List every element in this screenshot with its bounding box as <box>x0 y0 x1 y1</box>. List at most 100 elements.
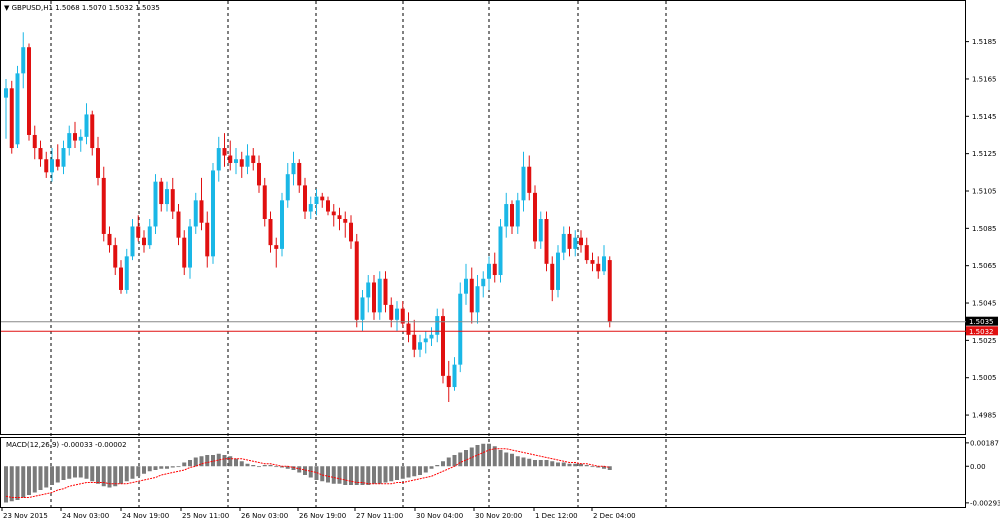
candle <box>142 230 146 253</box>
candle-body <box>412 334 417 350</box>
macd-bar <box>176 466 181 468</box>
candle-body <box>584 245 589 261</box>
time-tick-label: 24 Nov 19:00 <box>122 512 169 520</box>
candle <box>556 245 560 298</box>
time-tick-label: 24 Nov 03:00 <box>62 512 109 520</box>
candle-body <box>67 133 72 149</box>
macd-bar <box>15 466 20 500</box>
candle <box>188 219 192 279</box>
candle-body <box>556 252 560 290</box>
dropdown-triangle-icon[interactable]: ▼ <box>4 4 10 12</box>
macd-bar <box>573 463 578 467</box>
price-tick-label: 1.5165 <box>972 75 997 83</box>
candle-body <box>326 200 330 212</box>
candle-body <box>153 181 158 227</box>
candle-body <box>55 159 60 167</box>
candle <box>84 103 89 145</box>
macd-bar <box>435 465 440 467</box>
candle <box>136 215 141 242</box>
candle-body <box>303 185 307 212</box>
candle <box>320 192 325 208</box>
macd-bar <box>504 452 509 467</box>
macd-bar <box>245 463 250 467</box>
candle-body <box>44 159 49 173</box>
candle-body <box>360 297 365 320</box>
candle <box>245 144 250 175</box>
macd-bar <box>38 466 43 490</box>
candle <box>429 327 434 346</box>
macd-bar <box>481 443 486 467</box>
macd-bar <box>159 466 164 469</box>
candle-body <box>533 192 537 242</box>
candle <box>521 151 526 212</box>
macd-bar <box>452 455 457 467</box>
candle-body <box>343 219 348 223</box>
macd-bar <box>320 466 325 482</box>
candle <box>423 331 428 354</box>
candle <box>544 211 549 272</box>
candle <box>406 312 411 343</box>
candle <box>498 219 503 283</box>
candle-body <box>504 204 509 227</box>
candle-body <box>257 162 261 186</box>
time-tick-label: 2 Dec 04:00 <box>593 512 636 520</box>
macd-bar <box>590 466 595 468</box>
macd-bar <box>510 453 514 467</box>
candle-body <box>188 226 192 268</box>
macd-bar <box>251 465 256 467</box>
macd-tick-label: -0.00293 <box>970 499 1000 507</box>
bid-price-label: 1.5035 <box>969 318 994 326</box>
candle-body <box>268 219 273 246</box>
candle <box>199 177 204 231</box>
candle <box>9 80 14 154</box>
price-tick-label: 1.5125 <box>972 150 997 158</box>
candle-body <box>550 263 555 290</box>
macd-bar <box>262 465 267 467</box>
macd-bar <box>96 466 100 484</box>
candle <box>395 301 399 332</box>
time-tick-label: 30 Nov 04:00 <box>416 512 463 520</box>
candle <box>15 65 20 149</box>
candle-body <box>492 263 497 276</box>
candle <box>4 78 8 139</box>
macd-bar <box>280 466 284 468</box>
candle <box>211 162 215 264</box>
candle-body <box>354 241 359 320</box>
macd-bar <box>469 447 474 467</box>
candle <box>584 237 589 264</box>
macd-bar <box>607 466 612 470</box>
candle-body <box>395 308 399 320</box>
candle <box>533 185 537 249</box>
candle-body <box>481 278 486 287</box>
macd-bar <box>487 443 491 467</box>
candle-body <box>515 200 520 227</box>
candles <box>4 32 612 402</box>
main-chart-frame <box>0 0 966 435</box>
candle-body <box>308 204 313 212</box>
candle-body <box>32 134 37 149</box>
candle <box>590 252 595 272</box>
macd-tick-label: 0.00 <box>970 463 986 471</box>
candle-body <box>429 334 434 339</box>
candle <box>67 125 72 156</box>
macd-bar <box>395 466 399 480</box>
macd-bar <box>561 462 566 467</box>
candle-body <box>239 159 244 167</box>
candle <box>458 282 463 373</box>
candle <box>504 192 509 238</box>
candle <box>21 32 26 89</box>
candle-body <box>159 181 164 205</box>
time-tick-label: 30 Nov 20:00 <box>475 512 522 520</box>
macd-bar <box>475 445 480 467</box>
candle <box>527 155 532 201</box>
price-tick-label: 1.5065 <box>972 262 997 270</box>
candle <box>343 211 348 238</box>
macd-bar <box>142 466 146 474</box>
candle <box>550 256 555 302</box>
candle-body <box>280 200 284 249</box>
candle-body <box>452 364 457 388</box>
candle-body <box>234 159 238 163</box>
macd-bar <box>170 466 175 468</box>
candle-body <box>400 308 405 324</box>
macd-histogram <box>4 443 612 503</box>
